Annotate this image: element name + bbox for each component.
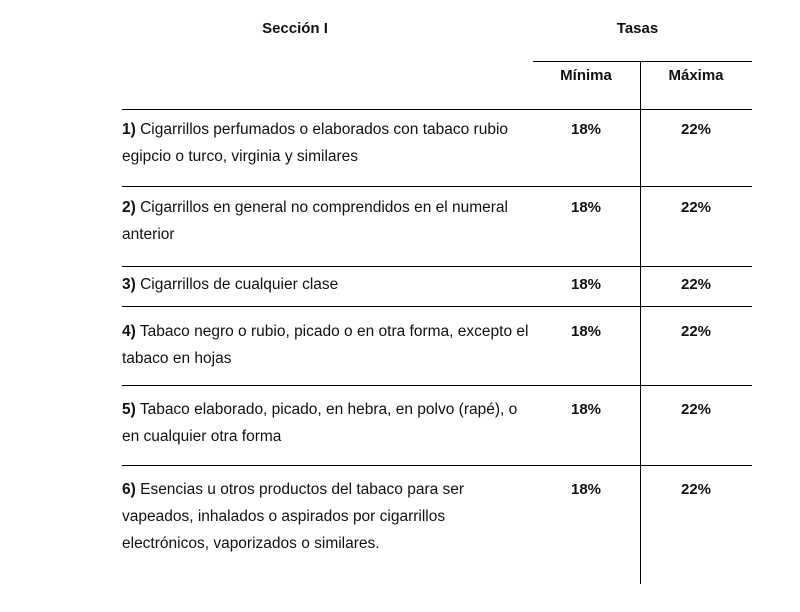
column-divider <box>640 307 641 385</box>
item-description: 3) Cigarrillos de cualquier clase <box>122 271 532 298</box>
max-rate-value: 22% <box>680 276 712 293</box>
item-number: 4) <box>122 323 136 340</box>
min-rate-value: 18% <box>570 121 602 138</box>
row-divider <box>122 266 752 267</box>
item-number: 6) <box>122 481 136 498</box>
min-rate-value: 18% <box>570 323 602 340</box>
row-divider <box>122 306 752 307</box>
rates-header: Tasas <box>616 20 659 37</box>
row-divider <box>122 465 752 466</box>
row-divider <box>122 385 752 386</box>
item-number: 5) <box>122 401 136 418</box>
item-text: Tabaco negro o rubio, picado o en otra f… <box>122 323 529 367</box>
min-rate-value: 18% <box>570 199 602 216</box>
item-number: 3) <box>122 276 136 293</box>
item-number: 2) <box>122 199 136 216</box>
item-number: 1) <box>122 121 136 138</box>
row-divider <box>122 186 752 187</box>
item-text: Esencias u otros productos del tabaco pa… <box>122 481 465 552</box>
max-rate-value: 22% <box>680 401 712 418</box>
max-rate-value: 22% <box>680 481 712 498</box>
column-divider <box>640 267 641 306</box>
max-rate-header: Máxima <box>668 67 724 84</box>
header-bottom-rule <box>122 109 752 110</box>
item-text: Tabaco elaborado, picado, en hebra, en p… <box>122 401 518 445</box>
item-description: 2) Cigarrillos en general no comprendido… <box>122 194 532 248</box>
max-rate-value: 22% <box>680 323 712 340</box>
rates-header-rule <box>533 61 752 62</box>
min-rate-value: 18% <box>570 401 602 418</box>
max-rate-value: 22% <box>680 199 712 216</box>
column-divider <box>640 187 641 266</box>
item-text: Cigarrillos perfumados o elaborados con … <box>122 121 509 165</box>
section-header: Sección I <box>262 20 328 37</box>
min-rate-value: 18% <box>570 276 602 293</box>
min-rate-value: 18% <box>570 481 602 498</box>
column-divider <box>640 110 641 186</box>
column-divider <box>640 386 641 465</box>
item-description: 1) Cigarrillos perfumados o elaborados c… <box>122 116 532 170</box>
item-description: 5) Tabaco elaborado, picado, en hebra, e… <box>122 396 532 450</box>
item-description: 4) Tabaco negro o rubio, picado o en otr… <box>122 318 532 372</box>
item-text: Cigarrillos en general no comprendidos e… <box>122 199 509 243</box>
header-column-divider <box>640 61 641 109</box>
item-description: 6) Esencias u otros productos del tabaco… <box>122 476 532 557</box>
min-rate-header: Mínima <box>560 67 612 84</box>
column-divider <box>640 466 641 584</box>
item-text: Cigarrillos de cualquier clase <box>135 276 339 293</box>
max-rate-value: 22% <box>680 121 712 138</box>
